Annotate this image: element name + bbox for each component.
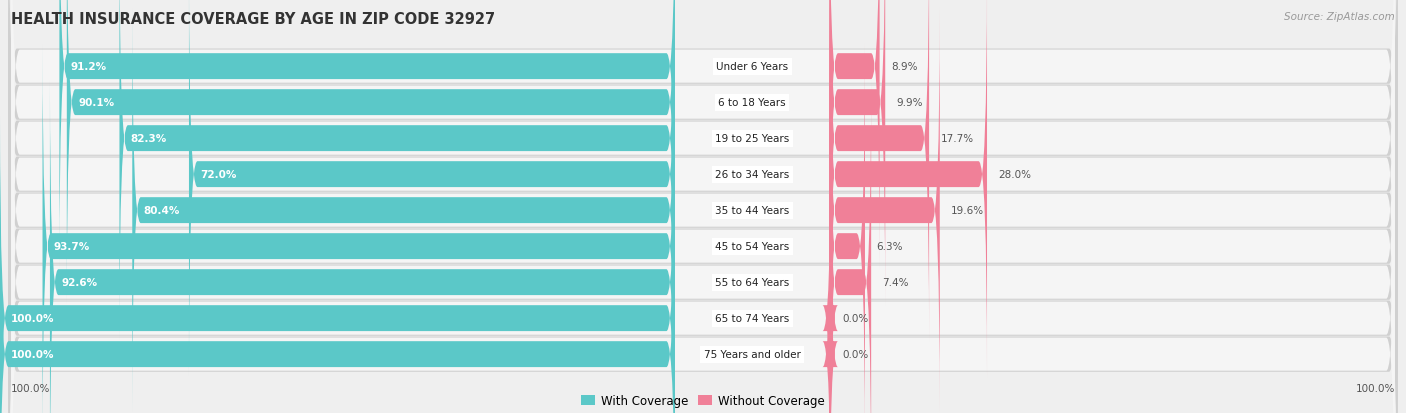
- FancyBboxPatch shape: [59, 0, 675, 270]
- Text: 45 to 54 Years: 45 to 54 Years: [716, 242, 789, 252]
- FancyBboxPatch shape: [823, 152, 838, 413]
- FancyBboxPatch shape: [830, 80, 872, 413]
- Text: 8.9%: 8.9%: [891, 62, 917, 72]
- FancyBboxPatch shape: [188, 0, 675, 377]
- FancyBboxPatch shape: [830, 0, 880, 270]
- FancyBboxPatch shape: [67, 0, 675, 306]
- FancyBboxPatch shape: [11, 0, 1395, 374]
- FancyBboxPatch shape: [120, 0, 675, 342]
- Text: 100.0%: 100.0%: [11, 383, 51, 393]
- FancyBboxPatch shape: [8, 121, 1398, 413]
- FancyBboxPatch shape: [51, 80, 675, 413]
- Legend: With Coverage, Without Coverage: With Coverage, Without Coverage: [581, 394, 825, 407]
- FancyBboxPatch shape: [42, 44, 675, 413]
- Text: 90.1%: 90.1%: [79, 98, 114, 108]
- FancyBboxPatch shape: [8, 0, 1398, 265]
- Text: 28.0%: 28.0%: [998, 170, 1031, 180]
- FancyBboxPatch shape: [11, 155, 1395, 413]
- FancyBboxPatch shape: [11, 0, 1395, 338]
- Text: HEALTH INSURANCE COVERAGE BY AGE IN ZIP CODE 32927: HEALTH INSURANCE COVERAGE BY AGE IN ZIP …: [11, 12, 495, 27]
- Text: 91.2%: 91.2%: [70, 62, 107, 72]
- FancyBboxPatch shape: [830, 0, 987, 377]
- Text: 100.0%: 100.0%: [1355, 383, 1395, 393]
- FancyBboxPatch shape: [11, 0, 1395, 266]
- FancyBboxPatch shape: [8, 0, 1398, 301]
- FancyBboxPatch shape: [8, 49, 1398, 413]
- Text: 92.6%: 92.6%: [62, 278, 97, 287]
- Text: 72.0%: 72.0%: [200, 170, 236, 180]
- FancyBboxPatch shape: [823, 116, 838, 413]
- FancyBboxPatch shape: [830, 0, 929, 342]
- FancyBboxPatch shape: [0, 152, 675, 413]
- Text: 19 to 25 Years: 19 to 25 Years: [716, 134, 789, 144]
- Text: 7.4%: 7.4%: [883, 278, 908, 287]
- Text: 82.3%: 82.3%: [131, 134, 167, 144]
- FancyBboxPatch shape: [8, 0, 1398, 337]
- Text: 80.4%: 80.4%: [143, 206, 180, 216]
- FancyBboxPatch shape: [132, 8, 675, 413]
- FancyBboxPatch shape: [11, 12, 1395, 410]
- Text: 6 to 18 Years: 6 to 18 Years: [718, 98, 786, 108]
- FancyBboxPatch shape: [8, 85, 1398, 413]
- FancyBboxPatch shape: [0, 116, 675, 413]
- FancyBboxPatch shape: [8, 157, 1398, 413]
- FancyBboxPatch shape: [11, 0, 1395, 302]
- Text: 9.9%: 9.9%: [897, 98, 922, 108]
- Text: 35 to 44 Years: 35 to 44 Years: [716, 206, 789, 216]
- FancyBboxPatch shape: [11, 83, 1395, 413]
- Text: Under 6 Years: Under 6 Years: [716, 62, 789, 72]
- Text: 75 Years and older: 75 Years and older: [704, 349, 800, 359]
- Text: Source: ZipAtlas.com: Source: ZipAtlas.com: [1284, 12, 1395, 22]
- Text: 19.6%: 19.6%: [950, 206, 984, 216]
- FancyBboxPatch shape: [830, 44, 865, 413]
- FancyBboxPatch shape: [8, 13, 1398, 408]
- Text: 26 to 34 Years: 26 to 34 Years: [716, 170, 789, 180]
- Text: 93.7%: 93.7%: [53, 242, 90, 252]
- Text: 100.0%: 100.0%: [11, 313, 55, 323]
- Text: 100.0%: 100.0%: [11, 349, 55, 359]
- FancyBboxPatch shape: [8, 0, 1398, 373]
- Text: 17.7%: 17.7%: [941, 134, 973, 144]
- FancyBboxPatch shape: [830, 8, 939, 413]
- Text: 55 to 64 Years: 55 to 64 Years: [716, 278, 789, 287]
- Text: 0.0%: 0.0%: [842, 349, 869, 359]
- FancyBboxPatch shape: [11, 47, 1395, 413]
- Text: 6.3%: 6.3%: [876, 242, 903, 252]
- FancyBboxPatch shape: [830, 0, 886, 306]
- Text: 65 to 74 Years: 65 to 74 Years: [716, 313, 789, 323]
- FancyBboxPatch shape: [11, 119, 1395, 413]
- Text: 0.0%: 0.0%: [842, 313, 869, 323]
